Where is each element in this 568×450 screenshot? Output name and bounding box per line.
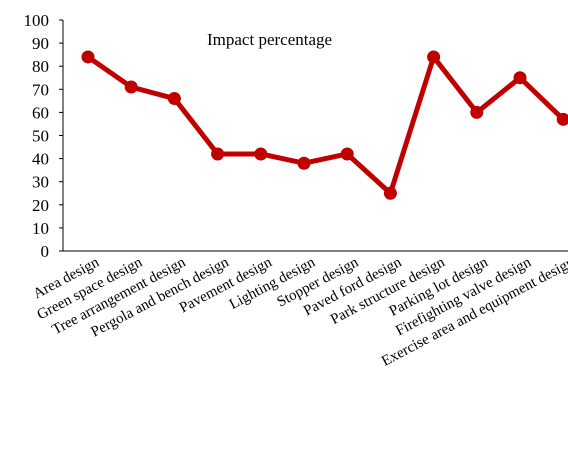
y-tick-label: 70 — [32, 80, 49, 99]
chart-title: Impact percentage — [207, 30, 332, 49]
y-tick-label: 10 — [32, 219, 49, 238]
data-point — [340, 147, 354, 161]
y-tick-label: 50 — [32, 127, 49, 146]
data-point — [297, 156, 311, 170]
series-line — [85, 54, 566, 196]
series-layer — [81, 50, 568, 200]
data-point — [513, 71, 527, 85]
data-point — [124, 80, 138, 94]
data-point — [254, 147, 268, 161]
data-point — [556, 112, 568, 126]
data-point — [427, 50, 441, 64]
data-point — [383, 186, 397, 200]
y-axis: 0 10 20 30 40 50 60 70 80 90 100 — [24, 11, 64, 261]
data-point — [211, 147, 225, 161]
y-tick-label: 0 — [41, 242, 50, 261]
y-tick-label: 100 — [24, 11, 50, 30]
data-point — [470, 105, 484, 119]
y-tick-label: 30 — [32, 173, 49, 192]
data-point — [81, 50, 95, 64]
y-tick-label: 90 — [32, 34, 49, 53]
y-tick-label: 80 — [32, 57, 49, 76]
y-tick-label: 20 — [32, 196, 49, 215]
y-tick-label: 60 — [32, 103, 49, 122]
y-tick-label: 40 — [32, 150, 49, 169]
data-point — [167, 92, 181, 106]
